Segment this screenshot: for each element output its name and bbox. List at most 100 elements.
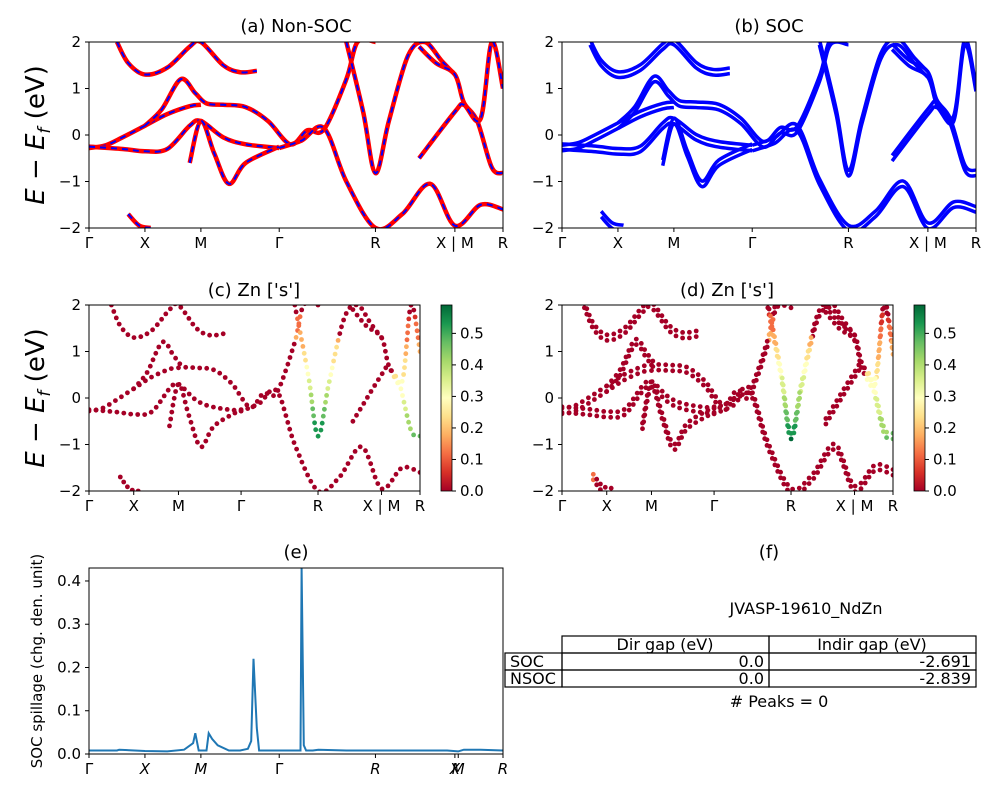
- proj-point-d-9-0-12: [868, 383, 873, 388]
- proj-point-d-4-1-5: [646, 386, 651, 392]
- proj-point-d-1-1-11: [630, 396, 636, 402]
- proj-point-c-2-0-9: [150, 327, 156, 333]
- proj-point-d-7-1-41: [836, 309, 841, 315]
- proj-point-d-4-1-12: [661, 417, 667, 422]
- proj-point-d-9-1-9: [856, 362, 862, 368]
- proj-point-d-0-0-13: [641, 369, 647, 374]
- proj-point-d-9-1-19: [877, 334, 883, 340]
- proj-point-d-0-1-3: [579, 399, 585, 405]
- proj-point-d-6-0-23: [797, 491, 802, 496]
- y-tick-label: −1: [59, 173, 81, 191]
- cbar-tick-label: 0.0: [460, 482, 484, 500]
- proj-point-c-1-0-23: [224, 407, 230, 412]
- proj-point-d-3-1-24: [717, 399, 723, 405]
- proj-point-d-3-0-14: [663, 368, 669, 373]
- proj-point-c-2-0-14: [172, 305, 178, 307]
- proj-point-d-6-0-25: [806, 481, 812, 486]
- proj-point-d-3-1-12: [650, 358, 656, 364]
- panel-a-plot: [89, 42, 503, 228]
- proj-point-c-3-0-35: [287, 355, 293, 360]
- proj-point-d-3-1-18: [690, 368, 696, 373]
- proj-point-c-7-0-15: [310, 406, 316, 412]
- proj-point-c-2-0-10: [154, 322, 160, 328]
- band-nsoc-4: [187, 118, 281, 187]
- y-tick-label: −1: [532, 173, 554, 191]
- proj-point-c-3-0-22: [236, 391, 242, 396]
- proj-point-d-3-1-20: [701, 377, 706, 382]
- proj-point-c-4-0-0: [167, 423, 172, 429]
- proj-point-c-3-0-8: [160, 339, 166, 345]
- proj-point-c-6-0-28: [345, 461, 351, 466]
- x-tick-label: X: [449, 760, 461, 778]
- proj-point-c-7-0-2: [295, 316, 300, 322]
- panel-c-plot: [89, 305, 420, 491]
- proj-point-c-8-0-21: [411, 432, 416, 438]
- x-tick-label: X: [602, 497, 612, 515]
- proj-point-c-2-0-8: [144, 331, 150, 337]
- proj-point-d-9-1-25: [884, 305, 890, 310]
- ylabel-middle: E − Ef (eV): [21, 328, 55, 468]
- proj-point-d-4-1-1: [641, 413, 647, 419]
- proj-point-d-4-0-20: [687, 424, 693, 429]
- proj-point-d-2-0-18: [663, 324, 669, 330]
- proj-point-d-2-0-6: [604, 338, 610, 343]
- proj-point-c-7-0-6: [300, 344, 306, 349]
- proj-point-c-2-0-1: [111, 309, 117, 314]
- proj-point-d-6-1-43: [877, 462, 883, 467]
- proj-point-d-9-1-7: [849, 374, 854, 380]
- proj-point-d-6-1-8: [752, 397, 758, 402]
- proj-point-c-8-0-3: [363, 323, 369, 328]
- band-soc-dashed-4: [188, 120, 280, 185]
- band-soc-dashed-6: [278, 125, 503, 228]
- proj-point-d-3-0-12: [650, 364, 656, 369]
- proj-point-d-3-1-38: [766, 332, 772, 337]
- proj-point-c-1-0-3: [107, 409, 113, 414]
- proj-point-d-1-0-11: [630, 402, 636, 407]
- proj-point-d-8-1-22: [890, 430, 893, 436]
- proj-point-c-1-0-21: [211, 404, 216, 410]
- panel-e-plot: [89, 568, 503, 753]
- proj-point-d-3-1-15: [670, 362, 676, 368]
- y-tick-label: 1: [544, 343, 554, 361]
- cbar-tick-label: 0.1: [933, 450, 957, 468]
- x-tick-label: R: [888, 497, 898, 515]
- proj-point-d-1-0-12: [634, 396, 640, 402]
- proj-point-c-8-0-1: [354, 312, 360, 318]
- proj-point-c-1-0-2: [100, 408, 106, 414]
- proj-point-d-2-0-4: [593, 330, 599, 335]
- x-tick-label: R: [370, 234, 380, 252]
- band-soc-4-1: [661, 116, 753, 183]
- proj-point-c-7-0-36: [341, 317, 346, 323]
- proj-point-c-3-0-3: [144, 370, 150, 375]
- proj-point-d-6-0-24: [802, 486, 807, 491]
- proj-point-d-7-1-23: [795, 404, 800, 409]
- proj-point-d-6-0-41: [866, 474, 872, 480]
- proj-point-c-4-0-10: [184, 406, 190, 412]
- band-soc-2-0: [588, 42, 731, 80]
- x-tick-label: R: [498, 234, 508, 252]
- panel-f: (f) JVASP-19610_NdZn Dir gap (eV) Indir …: [504, 542, 977, 711]
- x-tick-label: Γ: [748, 234, 757, 252]
- proj-point-d-2-1-2: [586, 312, 592, 318]
- proj-point-c-6-0-5: [267, 389, 272, 395]
- proj-point-d-9-1-3: [834, 398, 840, 403]
- proj-point-c-6-0-29: [349, 455, 354, 460]
- proj-point-d-1-0-21: [684, 407, 689, 413]
- y-tick-label: −2: [59, 219, 81, 237]
- proj-point-c-4-0-7: [179, 386, 185, 391]
- proj-point-c-9-0-7: [376, 377, 381, 382]
- proj-point-d-6-1-21: [785, 482, 790, 487]
- panel-c-colorbar: [440, 304, 453, 492]
- proj-point-d-3-1-21: [705, 382, 711, 388]
- proj-point-c-6-0-13: [289, 433, 295, 439]
- proj-point-c-3-0-11: [173, 355, 179, 361]
- proj-point-d-7-1-10: [778, 368, 784, 374]
- proj-point-d-1-0-6: [601, 414, 607, 420]
- proj-point-d-4-1-7: [652, 383, 657, 389]
- header-dir-gap: Dir gap (eV): [617, 635, 714, 654]
- proj-point-c-6-0-24: [329, 483, 334, 489]
- proj-point-d-7-1-7: [774, 348, 780, 353]
- y-tick-label: 2: [71, 33, 81, 51]
- proj-point-d-2-0-16: [655, 313, 661, 318]
- proj-point-d-9-1-23: [880, 306, 885, 312]
